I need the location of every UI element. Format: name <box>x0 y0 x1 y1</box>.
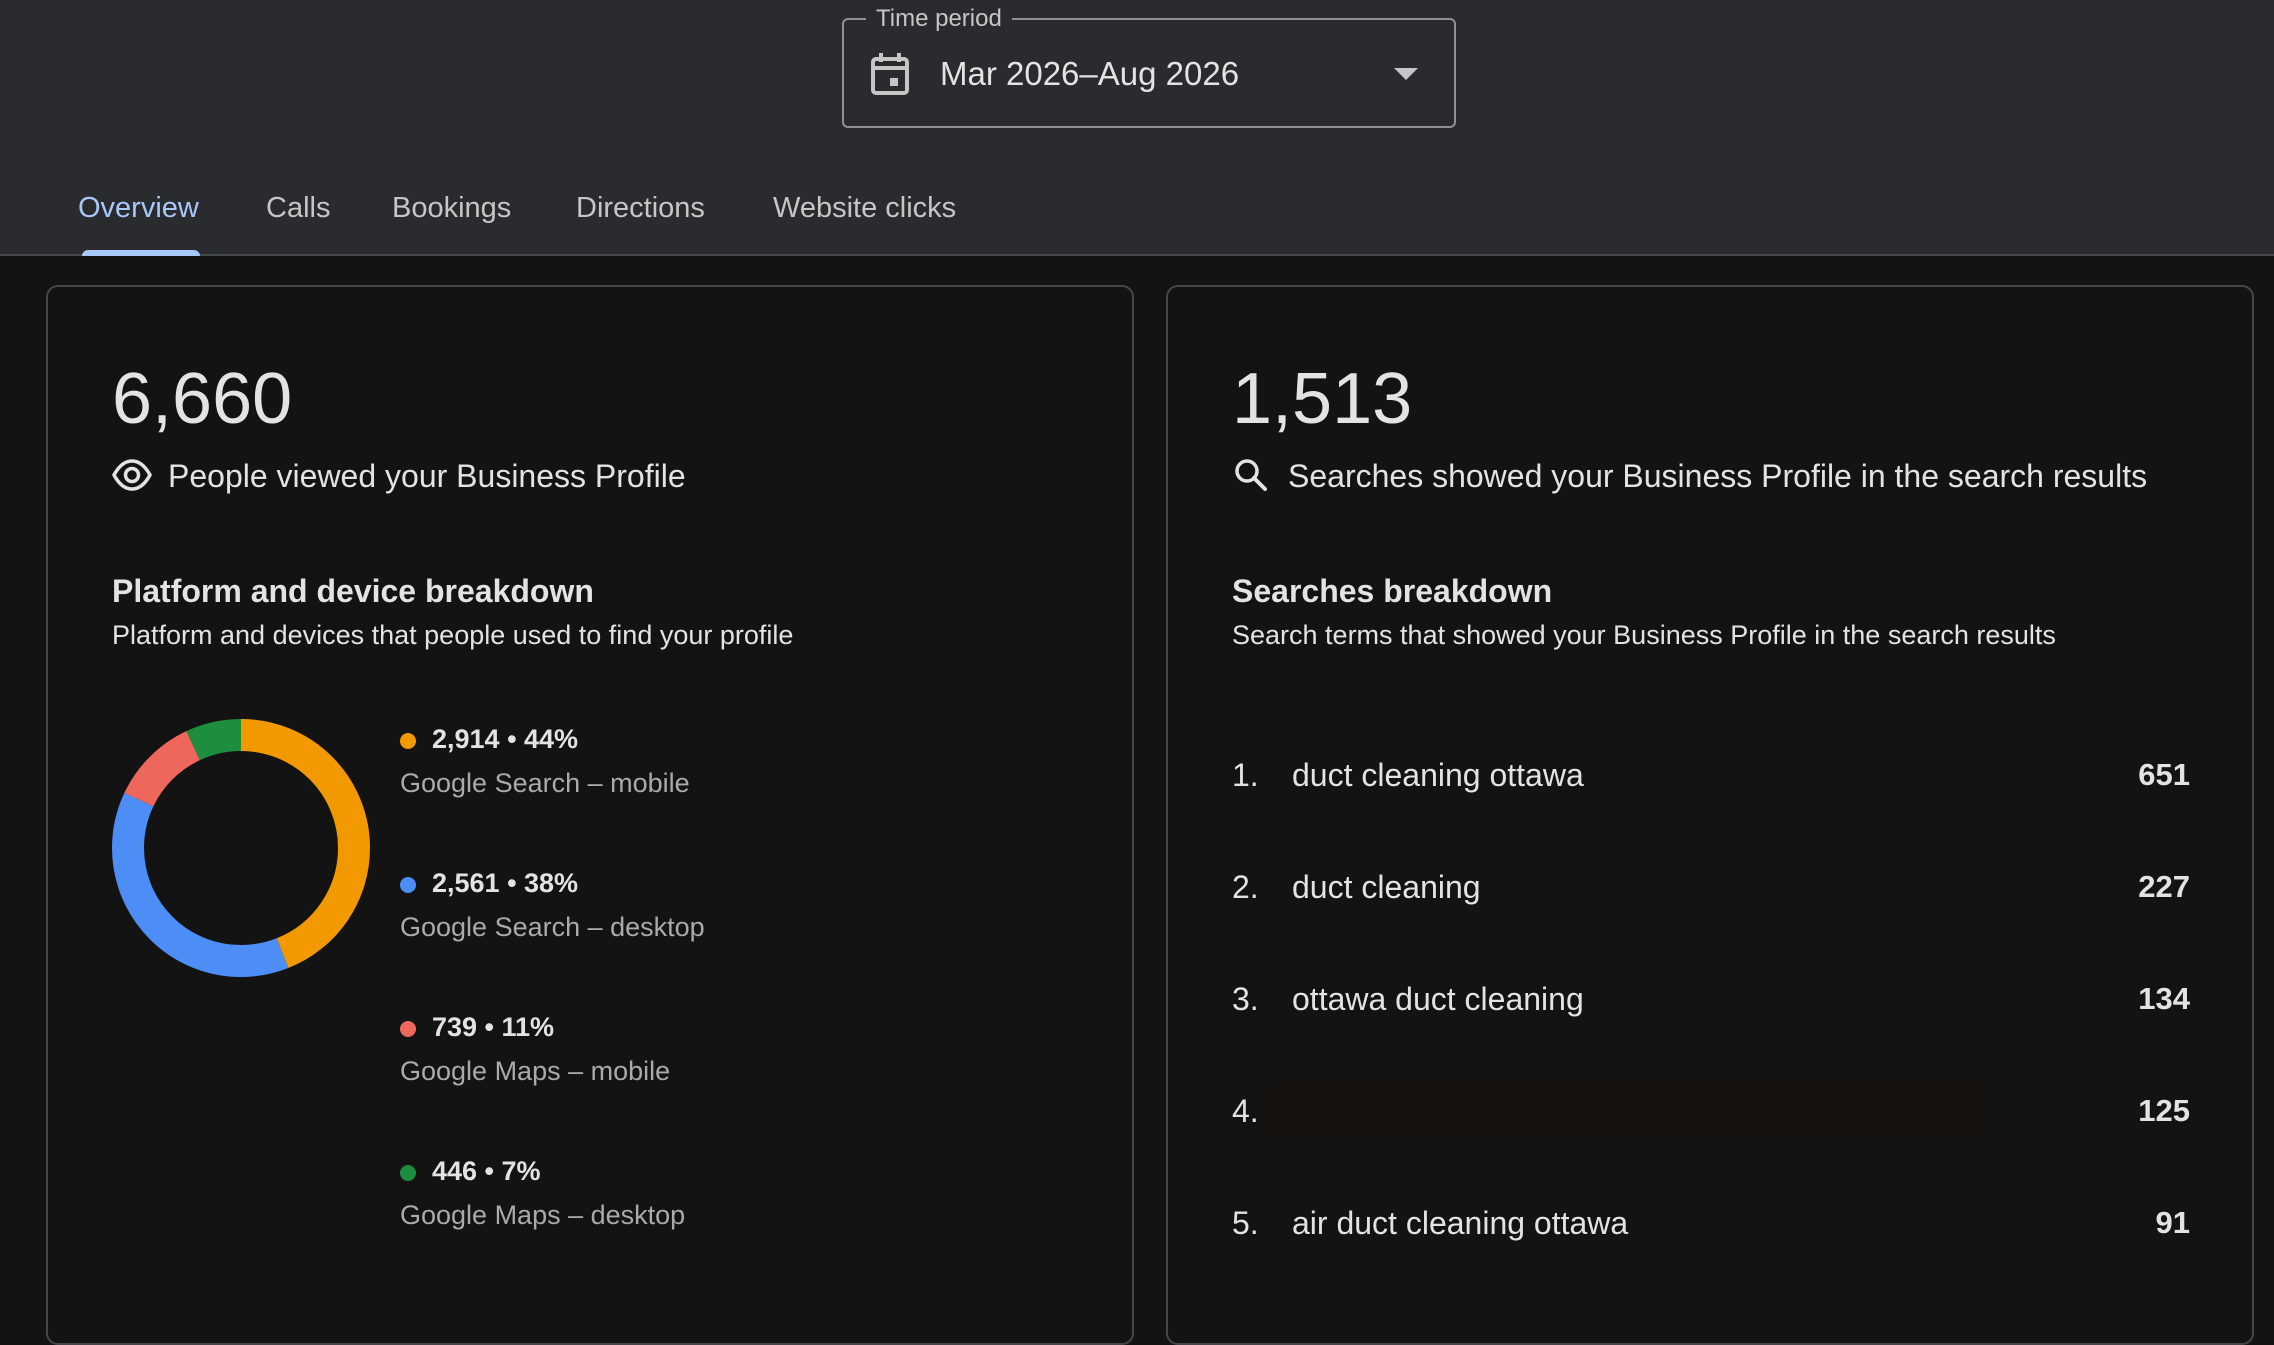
chevron-down-icon[interactable] <box>1394 68 1418 82</box>
donut-segment-search-desktop <box>112 719 370 977</box>
tab-bookings[interactable]: Bookings <box>392 192 512 224</box>
profile-views-count: 6,660 <box>112 359 293 439</box>
legend-dot <box>400 877 416 893</box>
search-term-rank: 3. <box>1232 981 1259 1017</box>
legend-value: 2,914 • 44% <box>432 724 579 754</box>
search-term-count: 91 <box>2155 1205 2190 1240</box>
searches-label: Searches showed your Business Profile in… <box>1288 458 2148 494</box>
search-term-count: 125 <box>2138 1093 2190 1128</box>
search-term-count: 227 <box>2138 869 2190 904</box>
tab-directions[interactable]: Directions <box>576 192 705 224</box>
profile-views-card: 6,660 People viewed your Business Profil… <box>46 285 1134 1345</box>
time-period-select[interactable]: Time period Mar 2026–Aug 2026 <box>842 4 1456 128</box>
time-period-value: Mar 2026–Aug 2026 <box>940 55 1240 92</box>
platform-breakdown-title: Platform and device breakdown <box>112 573 594 609</box>
legend-dot <box>400 1165 416 1181</box>
time-period-legend: Time period <box>866 4 1012 34</box>
search-term-row: 4. 125 <box>1232 1081 2190 1141</box>
donut-segment-maps-desktop <box>112 719 370 977</box>
searches-breakdown-subtitle: Search terms that showed your Business P… <box>1232 620 2056 650</box>
searches-breakdown-title: Searches breakdown <box>1232 573 1553 609</box>
legend-dot <box>400 733 416 749</box>
active-tab-indicator <box>82 250 200 256</box>
legend-value: 739 • 11% <box>432 1012 555 1042</box>
tab-overview[interactable]: Overview <box>78 192 199 224</box>
calendar-icon <box>871 53 909 95</box>
search-term-text: air duct cleaning ottawa <box>1292 1205 1629 1241</box>
tab-website-clicks[interactable]: Website clicks <box>773 192 957 224</box>
search-term-rank: 4. <box>1232 1093 1259 1129</box>
search-term-rank: 5. <box>1232 1205 1259 1241</box>
search-term-row: 1. duct cleaning ottawa 651 <box>1232 745 2190 805</box>
legend-label: Google Search – desktop <box>400 912 705 942</box>
search-term-text: duct cleaning ottawa <box>1292 757 1584 793</box>
search-term-text: duct cleaning <box>1292 869 1481 905</box>
search-term-row: 5. air duct cleaning ottawa 91 <box>1232 1193 2190 1253</box>
search-term-row: 2. duct cleaning 227 <box>1232 857 2190 917</box>
legend-label: Google Maps – desktop <box>400 1200 686 1230</box>
searches-count: 1,513 <box>1232 359 1413 439</box>
search-term-count: 651 <box>2138 757 2190 792</box>
eye-icon <box>112 459 152 491</box>
tab-calls[interactable]: Calls <box>266 192 331 224</box>
legend-label: Google Search – mobile <box>400 768 690 798</box>
profile-views-label: People viewed your Business Profile <box>168 458 686 494</box>
platform-breakdown-subtitle: Platform and devices that people used to… <box>112 620 794 650</box>
legend-label: Google Maps – mobile <box>400 1056 671 1086</box>
top-bar: Time period Mar 2026–Aug 2026 Overview C… <box>0 0 2274 256</box>
search-term-count: 134 <box>2138 981 2190 1016</box>
search-term-rank: 2. <box>1232 869 1259 905</box>
search-icon <box>1235 459 1267 491</box>
searches-card: 1,513 Searches showed your Business Prof… <box>1166 285 2254 1345</box>
redacted-search-term <box>1268 1083 1984 1139</box>
platform-donut-chart <box>112 719 370 977</box>
legend-value: 2,561 • 38% <box>432 868 579 898</box>
search-term-text: ottawa duct cleaning <box>1292 981 1584 1017</box>
legend-dot <box>400 1021 416 1037</box>
legend-value: 446 • 7% <box>432 1156 541 1186</box>
search-term-row: 3. ottawa duct cleaning 134 <box>1232 969 2190 1029</box>
search-term-rank: 1. <box>1232 757 1259 793</box>
